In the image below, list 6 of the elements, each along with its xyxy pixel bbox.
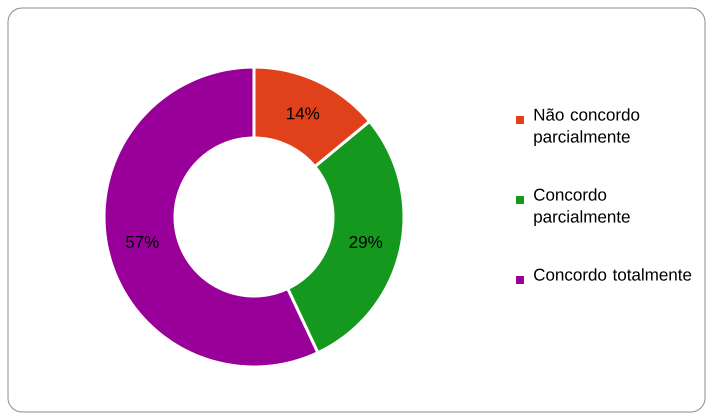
legend-label: Concordo totalmente [534, 268, 692, 281]
data-label: 29% [350, 236, 382, 248]
data-label: 57% [126, 236, 159, 248]
legend-label: Não concordo parcialmente [534, 108, 640, 146]
legend-label: Concordo parcialmente [534, 188, 630, 226]
data-label: 14% [287, 107, 320, 120]
